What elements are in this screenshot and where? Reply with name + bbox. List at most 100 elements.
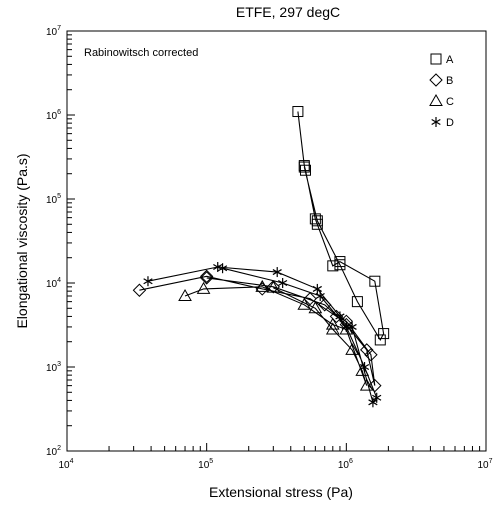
diamond-marker [199, 271, 214, 285]
x-tick-label-base: 10 [198, 460, 210, 471]
x-tick-label-exponent: 6 [349, 458, 353, 465]
star-stroke [272, 269, 282, 276]
star-marker [278, 278, 288, 288]
series-C [178, 279, 374, 391]
annotation-text: Rabinowitsch corrected [84, 47, 198, 59]
square-marker [374, 334, 386, 346]
triangle-marker [429, 93, 443, 106]
star-stroke [217, 265, 228, 272]
x-tick-label: 104 [58, 458, 73, 471]
legend-label: D [446, 117, 454, 129]
star-stroke [368, 399, 378, 406]
square-marker [351, 296, 363, 308]
x-tick-label: 106 [338, 458, 353, 471]
star-marker [315, 291, 325, 302]
y-tick-label-base: 10 [46, 279, 58, 290]
y-tick-label: 107 [46, 25, 61, 38]
y-tick-label: 106 [46, 109, 61, 122]
star-marker [347, 321, 357, 332]
y-tick-label: 104 [46, 277, 61, 290]
legend-item: A [430, 53, 454, 66]
x-tick-label-exponent: 7 [489, 458, 493, 465]
y-tick-label-base: 10 [46, 195, 58, 206]
y-tick-label-exponent: 5 [57, 193, 61, 200]
series-line [297, 111, 385, 342]
square-marker [299, 164, 311, 176]
triangle-marker [325, 322, 340, 335]
y-tick-label-exponent: 6 [57, 109, 61, 116]
diamond-marker [429, 73, 443, 87]
y-tick-label: 105 [46, 193, 61, 206]
star-marker [335, 311, 345, 322]
triangle-marker [196, 281, 211, 294]
triangle-marker [345, 342, 359, 355]
triangle-marker [359, 378, 374, 391]
diamond-marker [199, 269, 214, 284]
legend-item: C [429, 93, 454, 108]
series-A [292, 106, 390, 346]
plot-frame [66, 30, 487, 452]
square-marker [369, 275, 381, 287]
y-tick-label-exponent: 7 [57, 25, 61, 32]
series-B [132, 269, 382, 393]
star-marker [372, 392, 382, 403]
legend-item: D [431, 117, 454, 129]
diamond-marker [364, 348, 378, 362]
star-marker [431, 117, 441, 127]
square-marker [327, 260, 339, 272]
star-marker [359, 362, 370, 372]
series-layer [132, 106, 390, 408]
star-stroke [315, 292, 325, 300]
star-marker [312, 283, 322, 294]
square-marker [334, 259, 346, 271]
star-stroke [341, 323, 351, 330]
y-tick-label-base: 10 [46, 447, 58, 458]
series-D [143, 262, 382, 408]
chart-title: ETFE, 297 degC [236, 4, 340, 20]
star-marker [368, 397, 378, 408]
x-tick-label-base: 10 [477, 460, 489, 471]
star-stroke [278, 279, 288, 287]
legend-label: B [446, 75, 453, 87]
triangle-marker [325, 317, 340, 330]
star-stroke [312, 285, 322, 292]
triangle-marker [308, 301, 323, 314]
series-line [184, 286, 368, 386]
square-marker [430, 53, 442, 65]
square-marker [378, 328, 390, 340]
star-marker [341, 321, 351, 332]
legend-item: B [429, 73, 453, 87]
x-axis-label: Extensional stress (Pa) [209, 484, 353, 500]
legend-label: A [446, 54, 454, 66]
y-tick-label-exponent: 4 [57, 277, 61, 284]
square-marker [311, 215, 323, 227]
star-stroke [372, 394, 382, 401]
axis-ticks [66, 34, 481, 452]
x-tick-label-exponent: 4 [70, 458, 74, 465]
star-stroke [143, 278, 153, 285]
diamond-marker [266, 280, 281, 294]
legend-label: C [446, 96, 454, 108]
star-marker [217, 263, 228, 274]
diamond-marker [303, 292, 317, 306]
star-stroke [335, 313, 345, 320]
square-marker [298, 161, 310, 173]
triangle-marker [178, 289, 192, 302]
y-tick-label: 102 [46, 445, 61, 458]
x-tick-label: 107 [477, 458, 492, 471]
triangle-marker [255, 279, 270, 292]
y-tick-label-exponent: 3 [57, 361, 61, 368]
y-tick-label-base: 10 [46, 111, 58, 122]
triangle-marker [297, 297, 312, 310]
y-tick-label-base: 10 [46, 27, 58, 38]
diamond-marker [360, 343, 374, 357]
y-tick-label-base: 10 [46, 363, 58, 374]
star-marker [272, 267, 282, 278]
star-marker [143, 276, 153, 287]
series-line [139, 275, 376, 386]
x-tick-label-exponent: 5 [209, 458, 213, 465]
diamond-marker [132, 283, 147, 297]
